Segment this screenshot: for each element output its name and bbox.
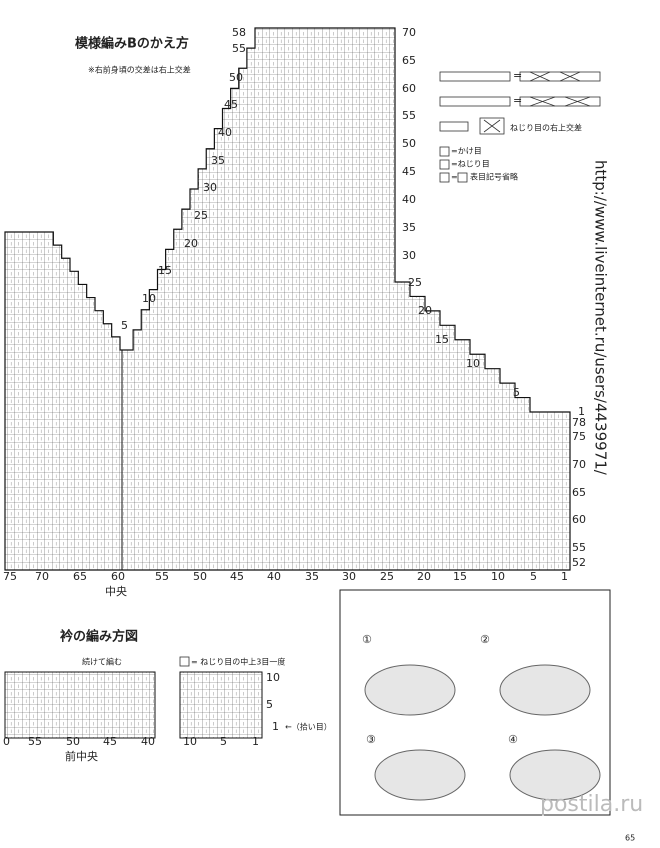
legend-twist: =ねじり目 [451,160,490,169]
step-number: ① [362,633,372,646]
row-label: 45 [402,165,416,178]
page-number: 65 [625,834,635,843]
row-label: 60 [572,513,586,526]
row-label: 50 [402,137,416,150]
step-number: ③ [366,733,376,746]
collar-column-label: 55 [28,735,42,748]
row-label: 25 [408,276,422,289]
column-label: 40 [267,570,281,583]
collar-column-label: 1 [252,735,259,748]
legend-omit: 表目記号省略 [470,172,518,182]
column-label: 45 [230,570,244,583]
row-label: 35 [402,221,416,234]
collar-center: 前中央 [65,749,98,763]
legend [439,71,601,183]
step-illustrations [364,664,601,801]
column-label: 10 [491,570,505,583]
collar-row-label: 10 [266,671,280,684]
column-label: 75 [3,570,17,583]
legend-yo: =かけ目 [451,147,482,156]
row-label: 55 [402,109,416,122]
collar-legend: = ねじり目の中上3目一度 [191,657,285,667]
row-label: 10 [142,292,156,305]
step-number: ② [480,633,490,646]
column-label: 20 [417,570,431,583]
legend-eq: = [513,94,522,107]
main-chart-grid [4,27,571,571]
row-label: 45 [224,98,238,111]
collar-column-label: 0 [3,735,10,748]
title: 模様編みBのかえ方 [75,36,189,52]
center-label: 中央 [105,585,127,598]
column-label: 50 [193,570,207,583]
collar-grid [179,671,263,739]
step-number: ④ [508,733,518,746]
collar-column-label: 10 [183,735,197,748]
legend-eq: = [513,69,522,82]
column-label: 60 [111,570,125,583]
collar-grid [4,671,156,739]
row-label: 75 [572,430,586,443]
watermark: postila.ru [540,792,643,817]
legend-cross: ねじり目の右上交差 [510,123,582,133]
url: http://www.liveinternet.ru/users/4439971… [592,160,610,476]
row-label: 65 [402,54,416,67]
collar-column-label: 40 [141,735,155,748]
note: ※右前身頃の交差は右上交差 [88,65,191,75]
collar-row-label: 5 [266,698,273,711]
row-label: 40 [218,126,232,139]
collar-column-label: 45 [103,735,117,748]
row-label: 5 [513,386,520,399]
column-label: 30 [342,570,356,583]
row-label: 40 [402,193,416,206]
legend-eq: = [451,173,458,182]
collar-column-label: 50 [66,735,80,748]
steps-panel [339,589,611,816]
column-label: 65 [73,570,87,583]
column-label: 70 [35,570,49,583]
column-label: 1 [561,570,568,583]
row-label: 35 [211,154,225,167]
row-label: 5 [121,319,128,332]
column-label: 25 [380,570,394,583]
row-label: 58 [232,26,246,39]
column-label: 15 [453,570,467,583]
collar-row-label: 1 [272,720,279,733]
row-label: 52 [572,556,586,569]
row-label: 1 [578,405,585,418]
collar-pickup: ←（拾い目） [285,722,332,732]
row-label: 55 [232,42,246,55]
collar-legend-box [179,656,190,667]
row-label: 10 [466,357,480,370]
row-label: 70 [402,26,416,39]
row-label: 25 [194,209,208,222]
row-label: 50 [229,71,243,84]
collar-column-label: 5 [220,735,227,748]
row-label: 78 [572,416,586,429]
row-label: 65 [572,486,586,499]
row-label: 20 [184,237,198,250]
row-label: 30 [203,181,217,194]
row-label: 55 [572,541,586,554]
row-label: 60 [402,82,416,95]
row-label: 70 [572,458,586,471]
column-label: 5 [530,570,537,583]
collar-continue: 続けて編む [82,657,122,667]
collar-title: 衿の編み方図 [60,629,138,645]
row-label: 20 [418,304,432,317]
row-label: 30 [402,249,416,262]
row-label: 15 [435,333,449,346]
column-label: 35 [305,570,319,583]
row-label: 15 [158,264,172,277]
column-label: 55 [155,570,169,583]
